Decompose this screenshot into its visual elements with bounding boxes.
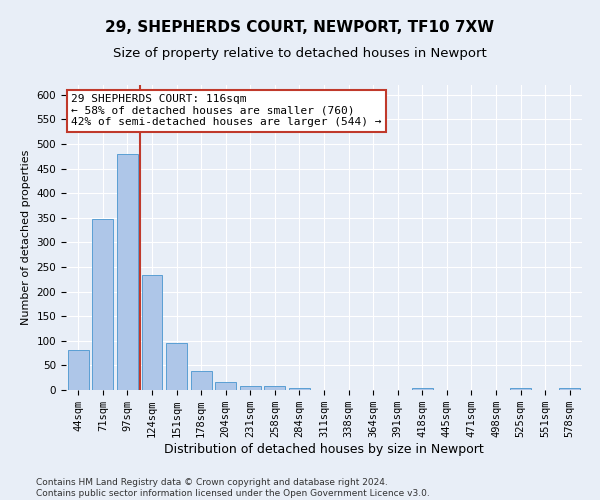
Text: Size of property relative to detached houses in Newport: Size of property relative to detached ho… — [113, 48, 487, 60]
Bar — [412, 388, 433, 390]
Bar — [191, 372, 212, 390]
Bar — [559, 388, 580, 390]
Bar — [92, 219, 113, 390]
Bar — [117, 154, 138, 390]
X-axis label: Distribution of detached houses by size in Newport: Distribution of detached houses by size … — [164, 443, 484, 456]
Bar — [142, 275, 163, 390]
Bar — [68, 350, 89, 390]
Text: 29, SHEPHERDS COURT, NEWPORT, TF10 7XW: 29, SHEPHERDS COURT, NEWPORT, TF10 7XW — [106, 20, 494, 35]
Bar — [166, 343, 187, 390]
Text: 29 SHEPHERDS COURT: 116sqm
← 58% of detached houses are smaller (760)
42% of sem: 29 SHEPHERDS COURT: 116sqm ← 58% of deta… — [71, 94, 382, 128]
Text: Contains HM Land Registry data © Crown copyright and database right 2024.
Contai: Contains HM Land Registry data © Crown c… — [36, 478, 430, 498]
Bar — [265, 386, 286, 390]
Y-axis label: Number of detached properties: Number of detached properties — [21, 150, 31, 325]
Bar — [215, 382, 236, 390]
Bar — [240, 386, 261, 390]
Bar — [289, 388, 310, 390]
Bar — [510, 388, 531, 390]
